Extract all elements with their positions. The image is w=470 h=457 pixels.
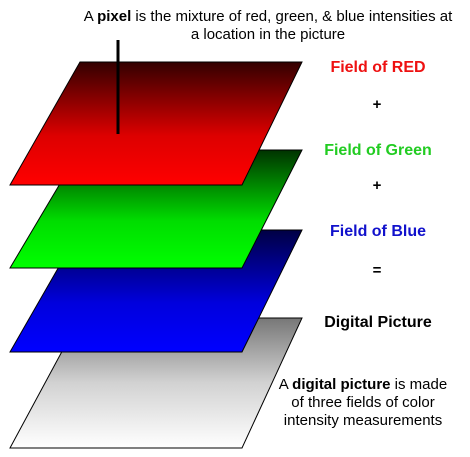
pixel-caption-prefix: A [83, 8, 98, 25]
digital-caption-line-1: A digital picture is made [258, 376, 468, 394]
digital-caption-line-3: intensity measurements [283, 412, 443, 429]
digital-caption-prefix: A [278, 376, 293, 393]
digital-caption-suffix: is made [390, 376, 448, 393]
green-field-label: Field of Green [324, 142, 432, 159]
pixel-caption-line-1: A pixel is the mixture of red, green, & … [58, 8, 470, 26]
plus-operator-2: + [372, 177, 382, 194]
digital-picture-caption: A digital picture is made of three field… [258, 376, 468, 430]
digital-picture-label: Digital Picture [324, 314, 432, 331]
pixel-caption-suffix: is the mixture of red, green, & blue int… [131, 8, 453, 25]
pixel-caption: A pixel is the mixture of red, green, & … [58, 8, 470, 44]
red-field-label: Field of RED [330, 59, 426, 76]
digital-caption-line-2: of three fields of color [291, 394, 435, 411]
digital-caption-bold: digital picture [292, 376, 391, 393]
red-field-plane [9, 61, 303, 186]
plus-operator-1: + [372, 96, 382, 113]
pixel-caption-bold: pixel [97, 8, 132, 25]
equals-operator: = [372, 262, 382, 279]
pixel-caption-line-2: a location in the picture [190, 26, 346, 43]
blue-field-label: Field of Blue [330, 223, 426, 240]
